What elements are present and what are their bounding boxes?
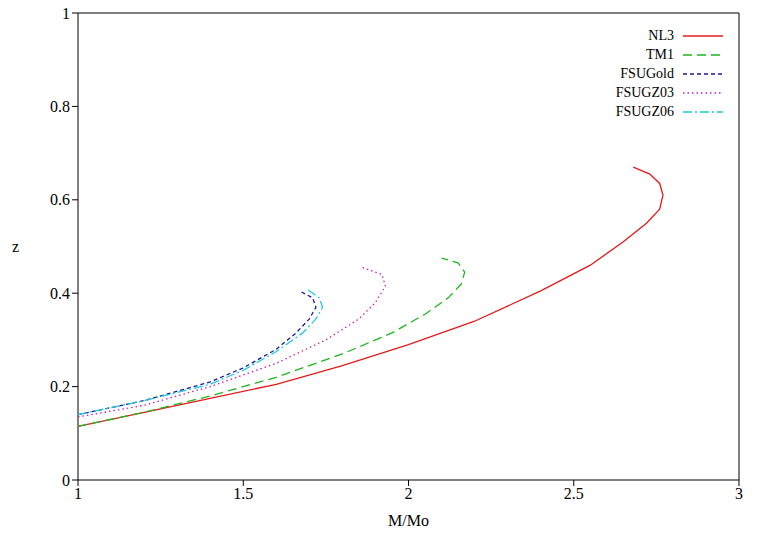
html-text:FSUGZ06: FSUGZ06 (615, 103, 674, 119)
html-text:FSUGold: FSUGold (620, 65, 674, 81)
svg-text:1: 1 (74, 485, 82, 502)
svg-text:0.8: 0.8 (50, 98, 70, 115)
svg-text:2.5: 2.5 (564, 485, 584, 502)
svg-text:0: 0 (62, 472, 70, 489)
svg-text:2: 2 (405, 485, 413, 502)
svg-text:1.5: 1.5 (233, 485, 253, 502)
svg-text:3: 3 (735, 485, 743, 502)
svg-text:0.4: 0.4 (50, 285, 70, 302)
html-text:TM1: TM1 (646, 46, 674, 62)
html-text:FSUGZ03: FSUGZ03 (615, 84, 674, 100)
svg-text:z: z (12, 238, 19, 255)
html-text:NL3: NL3 (648, 27, 674, 43)
svg-text:1: 1 (62, 5, 70, 22)
svg-text:0.6: 0.6 (50, 191, 70, 208)
svg-text:0.2: 0.2 (50, 378, 70, 395)
svg-text:M/Mo: M/Mo (388, 512, 429, 529)
